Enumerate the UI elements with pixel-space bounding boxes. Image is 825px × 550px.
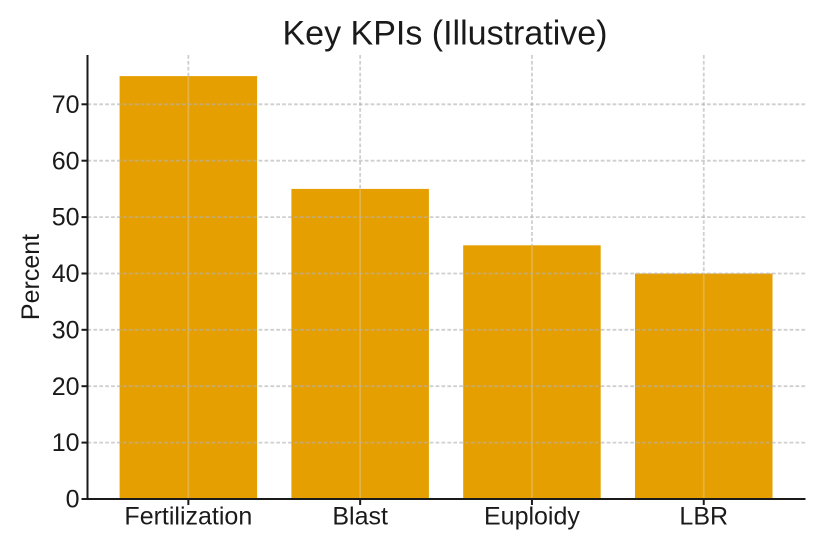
svg-text:Percent: Percent — [17, 234, 45, 320]
svg-text:20: 20 — [52, 373, 80, 401]
svg-text:LBR: LBR — [679, 503, 728, 531]
svg-text:60: 60 — [52, 147, 80, 175]
svg-text:Euploidy: Euploidy — [484, 503, 580, 531]
svg-text:50: 50 — [52, 204, 80, 232]
svg-text:10: 10 — [52, 429, 80, 457]
svg-text:Blast: Blast — [332, 503, 388, 531]
svg-text:70: 70 — [52, 91, 80, 119]
svg-text:40: 40 — [52, 260, 80, 288]
svg-text:30: 30 — [52, 316, 80, 344]
svg-text:Fertilization: Fertilization — [124, 503, 252, 531]
svg-text:0: 0 — [66, 486, 80, 514]
svg-text:Key KPIs (Illustrative): Key KPIs (Illustrative) — [283, 15, 608, 53]
